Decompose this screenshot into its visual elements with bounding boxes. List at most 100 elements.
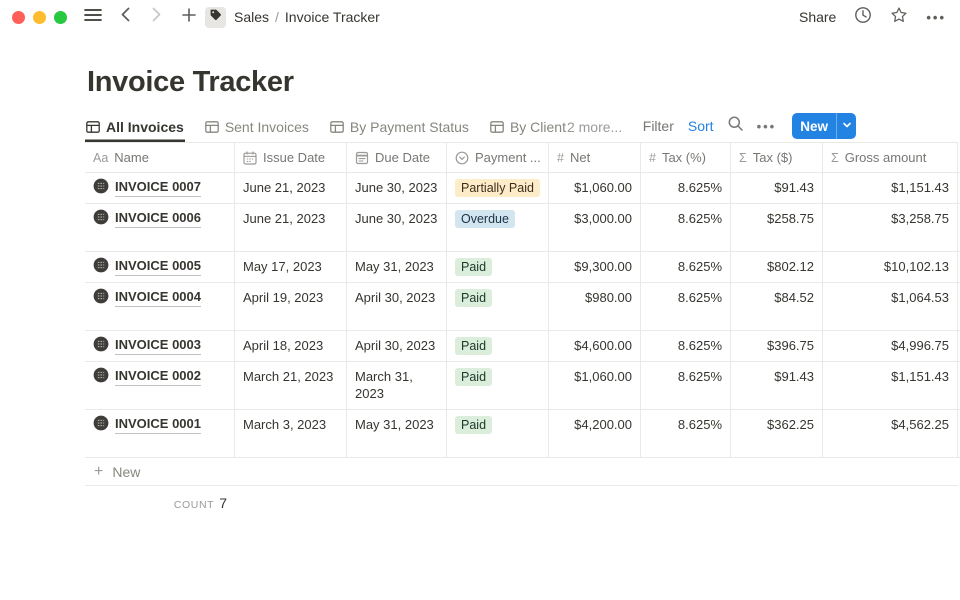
cell-tax-usd[interactable]: $258.75 xyxy=(731,204,823,251)
invoice-page-icon xyxy=(93,178,109,194)
invoice-link[interactable]: INVOICE 0007 xyxy=(115,178,201,197)
cell-payment-status[interactable]: Partially Paid xyxy=(447,173,549,203)
cell-net[interactable]: $4,600.00 xyxy=(549,331,641,361)
column-header-payment[interactable]: Payment ... xyxy=(447,143,549,172)
zoom-window-button[interactable] xyxy=(54,10,67,24)
page-icon-tag[interactable] xyxy=(205,6,226,28)
history-button[interactable] xyxy=(854,6,872,29)
cell-tax-usd[interactable]: $362.25 xyxy=(731,410,823,457)
column-header-gross-amount[interactable]: Σ Gross amount xyxy=(823,143,958,172)
cell-due-date[interactable]: April 30, 2023 xyxy=(347,331,447,361)
cell-payment-status[interactable]: Paid xyxy=(447,283,549,330)
sort-button[interactable]: Sort xyxy=(687,118,714,134)
cell-tax-pct[interactable]: 8.625% xyxy=(641,331,731,361)
cell-tax-usd[interactable]: $91.43 xyxy=(731,173,823,203)
cell-net[interactable]: $3,000.00 xyxy=(549,204,641,251)
nav-forward-button[interactable] xyxy=(145,5,169,29)
tab-by-client[interactable]: By Client xyxy=(489,119,567,142)
invoice-link[interactable]: INVOICE 0003 xyxy=(115,336,201,355)
breadcrumb-parent[interactable]: Sales xyxy=(234,9,270,25)
cell-payment-status[interactable]: Paid xyxy=(447,252,549,282)
cell-gross[interactable]: $1,151.43 xyxy=(823,362,958,409)
invoice-link[interactable]: INVOICE 0006 xyxy=(115,209,201,228)
invoice-link[interactable]: INVOICE 0002 xyxy=(115,367,201,386)
cell-payment-status[interactable]: Paid xyxy=(447,362,549,409)
cell-due-date[interactable]: April 30, 2023 xyxy=(347,283,447,330)
cell-tax-pct[interactable]: 8.625% xyxy=(641,362,731,409)
cell-tax-usd[interactable]: $396.75 xyxy=(731,331,823,361)
cell-issue-date[interactable]: June 21, 2023 xyxy=(235,173,347,203)
cell-name[interactable]: INVOICE 0004 xyxy=(85,283,235,330)
cell-gross[interactable]: $4,996.75 xyxy=(823,331,958,361)
cell-gross[interactable]: $1,151.43 xyxy=(823,173,958,203)
sidebar-toggle-button[interactable] xyxy=(81,5,105,29)
cell-tax-usd[interactable]: $91.43 xyxy=(731,362,823,409)
tab-by-payment-status[interactable]: By Payment Status xyxy=(329,119,470,142)
cell-name[interactable]: INVOICE 0001 xyxy=(85,410,235,457)
cell-issue-date[interactable]: March 3, 2023 xyxy=(235,410,347,457)
cell-payment-status[interactable]: Overdue xyxy=(447,204,549,251)
new-button-dropdown[interactable] xyxy=(836,113,856,139)
cell-gross[interactable]: $3,258.75 xyxy=(823,204,958,251)
tab-all-invoices[interactable]: All Invoices xyxy=(85,119,185,142)
column-header-tax[interactable]: # Tax (%) xyxy=(641,143,731,172)
favorite-button[interactable] xyxy=(890,6,908,29)
close-window-button[interactable] xyxy=(12,10,25,24)
cell-payment-status[interactable]: Paid xyxy=(447,410,549,457)
add-page-button[interactable] xyxy=(177,5,201,29)
new-row-button[interactable]: + New xyxy=(85,458,958,486)
cell-net[interactable]: $1,060.00 xyxy=(549,173,641,203)
cell-name[interactable]: INVOICE 0003 xyxy=(85,331,235,361)
column-header-due-date[interactable]: Due Date xyxy=(347,143,447,172)
minimize-window-button[interactable] xyxy=(33,10,46,24)
cell-name[interactable]: INVOICE 0007 xyxy=(85,173,235,203)
invoice-link[interactable]: INVOICE 0005 xyxy=(115,257,201,276)
cell-tax-pct[interactable]: 8.625% xyxy=(641,410,731,457)
cell-name[interactable]: INVOICE 0006 xyxy=(85,204,235,251)
nav-back-button[interactable] xyxy=(113,5,137,29)
cell-name[interactable]: INVOICE 0005 xyxy=(85,252,235,282)
cell-issue-date[interactable]: April 19, 2023 xyxy=(235,283,347,330)
cell-issue-date[interactable]: May 17, 2023 xyxy=(235,252,347,282)
view-options-button[interactable]: ••• xyxy=(756,118,777,134)
cell-gross[interactable]: $1,064.53 xyxy=(823,283,958,330)
invoice-link[interactable]: INVOICE 0001 xyxy=(115,415,201,434)
cell-gross[interactable]: $4,562.25 xyxy=(823,410,958,457)
cell-due-date[interactable]: June 30, 2023 xyxy=(347,204,447,251)
cell-due-date[interactable]: June 30, 2023 xyxy=(347,173,447,203)
cell-payment-status[interactable]: Paid xyxy=(447,331,549,361)
new-button[interactable]: New xyxy=(792,113,856,139)
cell-tax-pct[interactable]: 8.625% xyxy=(641,204,731,251)
column-summary[interactable]: COUNT 7 xyxy=(85,486,235,511)
cell-net[interactable]: $980.00 xyxy=(549,283,641,330)
cell-gross[interactable]: $10,102.13 xyxy=(823,252,958,282)
column-header-name[interactable]: Aa Name xyxy=(85,143,235,172)
cell-due-date[interactable]: March 31, 2023 xyxy=(347,362,447,409)
cell-due-date[interactable]: May 31, 2023 xyxy=(347,252,447,282)
cell-issue-date[interactable]: June 21, 2023 xyxy=(235,204,347,251)
new-button-label[interactable]: New xyxy=(800,118,828,134)
more-views-button[interactable]: 2 more... xyxy=(566,119,623,135)
column-header-net[interactable]: # Net xyxy=(549,143,641,172)
cell-due-date[interactable]: May 31, 2023 xyxy=(347,410,447,457)
cell-issue-date[interactable]: April 18, 2023 xyxy=(235,331,347,361)
breadcrumb-current[interactable]: Invoice Tracker xyxy=(284,9,380,25)
invoice-link[interactable]: INVOICE 0004 xyxy=(115,288,201,307)
cell-net[interactable]: $1,060.00 xyxy=(549,362,641,409)
cell-tax-usd[interactable]: $84.52 xyxy=(731,283,823,330)
more-options-button[interactable]: ••• xyxy=(926,9,946,25)
cell-net[interactable]: $4,200.00 xyxy=(549,410,641,457)
share-button[interactable]: Share xyxy=(798,9,837,25)
cell-issue-date[interactable]: March 21, 2023 xyxy=(235,362,347,409)
cell-tax-usd[interactable]: $802.12 xyxy=(731,252,823,282)
cell-net[interactable]: $9,300.00 xyxy=(549,252,641,282)
filter-button[interactable]: Filter xyxy=(642,118,674,134)
tab-sent-invoices[interactable]: Sent Invoices xyxy=(204,119,310,142)
cell-tax-pct[interactable]: 8.625% xyxy=(641,252,731,282)
cell-tax-pct[interactable]: 8.625% xyxy=(641,283,731,330)
cell-tax-pct[interactable]: 8.625% xyxy=(641,173,731,203)
search-button[interactable] xyxy=(728,116,743,136)
column-header-issue-date[interactable]: Issue Date xyxy=(235,143,347,172)
cell-name[interactable]: INVOICE 0002 xyxy=(85,362,235,409)
column-header-tax[interactable]: Σ Tax ($) xyxy=(731,143,823,172)
